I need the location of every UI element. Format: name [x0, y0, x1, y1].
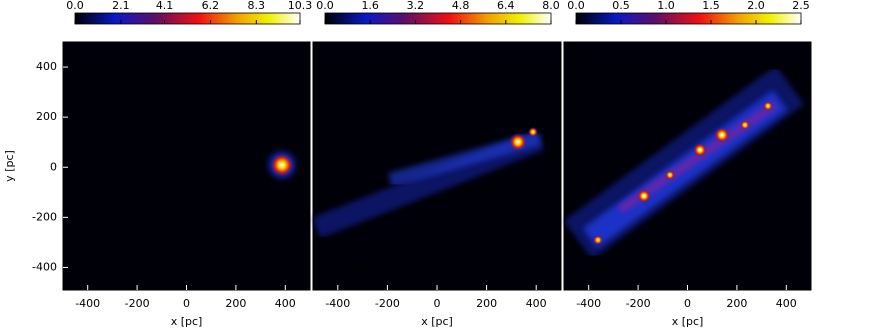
x-tick-label: -200 — [626, 297, 651, 310]
colorbar-tick-label: 4.1 — [156, 0, 174, 12]
colorbar-tick-label: 10.3 — [288, 0, 313, 12]
colorbar — [324, 12, 552, 25]
x-tick-label: -400 — [576, 297, 601, 310]
colorbar-tick-label: 4.8 — [452, 0, 470, 12]
x-tick-label: 400 — [275, 297, 296, 310]
x-tick-label: 400 — [776, 297, 797, 310]
y-axis-label: y [pc] — [3, 150, 16, 182]
colorbar-tick-label: 3.2 — [407, 0, 425, 12]
colorbar-tick-label: 6.2 — [202, 0, 220, 12]
colorbar — [575, 12, 802, 25]
colorbar-tick-label: 6.4 — [497, 0, 515, 12]
colorbar-tick-label: 0.0 — [567, 0, 585, 12]
colorbar-tick-label: 1.6 — [361, 0, 379, 12]
x-tick-label: 0 — [434, 297, 441, 310]
x-tick-label: 200 — [726, 297, 747, 310]
y-tick-label: 0 — [50, 160, 57, 173]
y-tick-label: 200 — [36, 110, 57, 123]
panel-label: 0.5 Gyr — [331, 264, 372, 277]
panel-label: t=0 — [81, 264, 102, 277]
colorbar-tick-label: 8.3 — [248, 0, 266, 12]
colorbar — [74, 12, 301, 25]
x-tick-label: -400 — [75, 297, 100, 310]
x-tick-label: 200 — [476, 297, 497, 310]
panel-label: 1 Gyr — [582, 264, 613, 277]
colorbar-tick-label: 1.5 — [702, 0, 720, 12]
x-tick-label: 0 — [684, 297, 691, 310]
x-tick-label: 400 — [526, 297, 547, 310]
density-map — [563, 65, 805, 260]
density-map — [262, 145, 302, 185]
colorbar-tick-label: 0.0 — [66, 0, 84, 12]
colorbar-tick-label: 2.1 — [112, 0, 130, 12]
colorbar-tick-label: 1.0 — [657, 0, 675, 12]
x-axis-label: x [pc] — [171, 315, 203, 328]
density-map — [311, 127, 545, 239]
colorbar-tick-label: 8.0 — [542, 0, 560, 12]
y-tick-label: -200 — [32, 210, 57, 223]
x-axis-label: x [pc] — [672, 315, 704, 328]
colorbar-tick-label: 0.0 — [316, 0, 334, 12]
x-tick-label: -200 — [375, 297, 400, 310]
y-tick-label: -400 — [32, 260, 57, 273]
x-tick-label: -400 — [325, 297, 350, 310]
x-tick-label: -200 — [125, 297, 150, 310]
x-tick-label: 200 — [225, 297, 246, 310]
x-axis-label: x [pc] — [421, 315, 453, 328]
colorbar-tick-label: 0.5 — [612, 0, 630, 12]
colorbar-tick-label: 2.5 — [792, 0, 810, 12]
x-tick-label: 0 — [183, 297, 190, 310]
y-tick-label: 400 — [36, 60, 57, 73]
colorbar-tick-label: 2.0 — [747, 0, 765, 12]
